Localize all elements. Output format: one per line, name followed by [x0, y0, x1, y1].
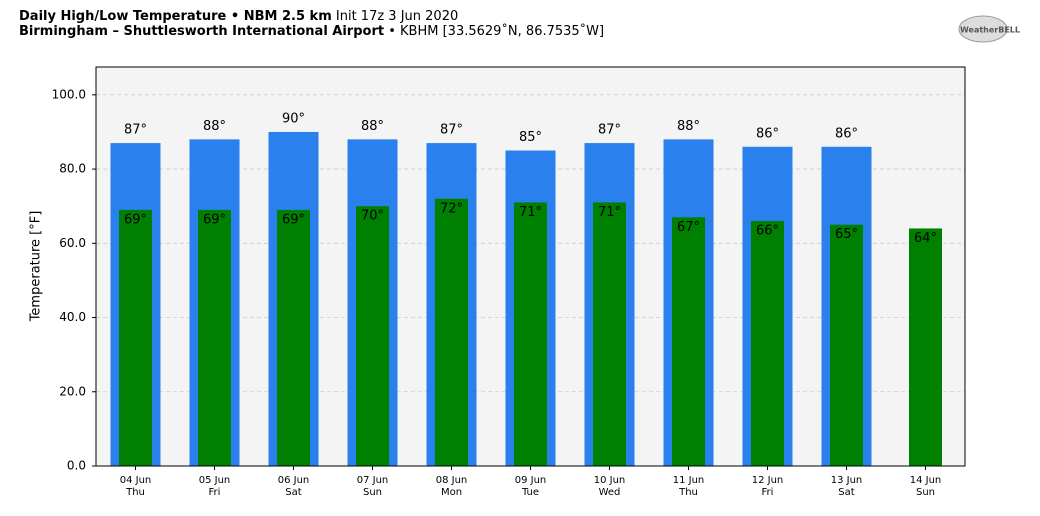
bar [830, 224, 863, 466]
bar [435, 198, 468, 466]
x-tick-weekday: Sun [916, 487, 935, 498]
x-tick-label: 12 Jun [752, 475, 784, 486]
x-tick-weekday: Tue [521, 487, 539, 498]
value-label: 88° [677, 119, 700, 134]
value-label: 64° [914, 231, 937, 246]
x-tick-label: 09 Jun [515, 475, 547, 486]
value-label: 90° [282, 111, 305, 126]
logo-mark [958, 15, 1008, 43]
x-tick-label: 05 Jun [199, 475, 231, 486]
x-tick-weekday: Mon [441, 487, 462, 498]
value-label: 86° [756, 126, 779, 141]
x-tick-label: 11 Jun [673, 475, 705, 486]
x-tick-label: 06 Jun [278, 475, 310, 486]
x-tick-label: 07 Jun [357, 475, 389, 486]
bar [751, 221, 784, 466]
bar [514, 202, 547, 466]
x-tick-weekday: Sat [838, 487, 854, 498]
y-tick-label: 100.0 [52, 87, 86, 101]
bar [119, 209, 152, 466]
value-label: 69° [124, 212, 147, 227]
x-tick-label: 08 Jun [436, 475, 468, 486]
bar [356, 206, 389, 467]
value-label: 65° [835, 227, 858, 242]
value-label: 88° [203, 119, 226, 134]
value-label: 69° [203, 212, 226, 227]
x-tick-weekday: Thu [125, 487, 145, 498]
bar [593, 202, 626, 466]
x-tick-weekday: Wed [599, 487, 621, 498]
bar [909, 228, 942, 466]
bar [672, 217, 705, 466]
y-tick-label: 60.0 [59, 236, 86, 250]
value-label: 66° [756, 224, 779, 239]
x-tick-label: 10 Jun [594, 475, 626, 486]
y-axis-label: Temperature [°F] [29, 211, 44, 323]
x-tick-weekday: Sun [363, 487, 382, 498]
value-label: 71° [598, 205, 621, 220]
x-tick-weekday: Fri [762, 487, 774, 498]
subtitle-note: • KBHM [33.5629˚N, 86.7535˚W] [388, 23, 604, 39]
subtitle: Birmingham – Shuttlesworth International… [19, 24, 384, 39]
value-label: 87° [598, 123, 621, 138]
value-label: 87° [124, 123, 147, 138]
y-tick-label: 0.0 [67, 459, 86, 473]
x-tick-weekday: Thu [678, 487, 698, 498]
x-tick-label: 14 Jun [910, 475, 942, 486]
bar [277, 209, 310, 466]
value-label: 69° [282, 212, 305, 227]
x-tick-weekday: Sat [285, 487, 301, 498]
x-tick-label: 13 Jun [831, 475, 863, 486]
title: Daily High/Low Temperature • NBM 2.5 km [19, 9, 332, 24]
value-label: 70° [361, 209, 384, 224]
value-label: 86° [835, 126, 858, 141]
chart-title: Daily High/Low Temperature • NBM 2.5 km … [19, 9, 458, 24]
value-label: 85° [519, 130, 542, 145]
value-label: 87° [440, 123, 463, 138]
y-tick-label: 40.0 [59, 310, 86, 324]
x-tick-label: 04 Jun [120, 475, 152, 486]
bar [198, 209, 231, 466]
y-tick-label: 20.0 [59, 384, 86, 398]
value-label: 71° [519, 205, 542, 220]
y-tick-label: 80.0 [59, 162, 86, 176]
x-tick-weekday: Fri [209, 487, 221, 498]
chart-subtitle: Birmingham – Shuttlesworth International… [19, 23, 604, 39]
value-label: 72° [440, 201, 463, 216]
value-label: 88° [361, 119, 384, 134]
title-note: Init 17z 3 Jun 2020 [336, 9, 458, 24]
value-label: 67° [677, 220, 700, 235]
logo: WeatherBELL [960, 26, 1020, 35]
plot-frame [95, 66, 966, 467]
